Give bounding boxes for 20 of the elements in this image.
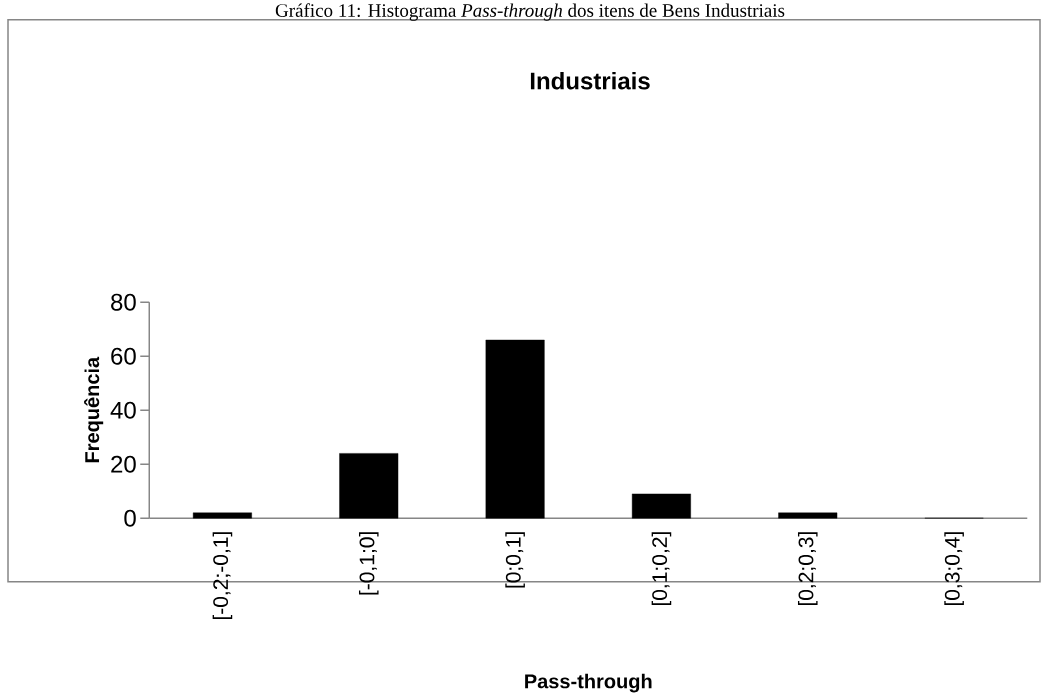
bar — [485, 339, 545, 519]
x-tick-label: [0;0,1] — [505, 532, 525, 588]
bar — [192, 512, 252, 519]
y-tick-label: 0 — [124, 509, 136, 527]
x-tick-label: [0,3;0,4] — [944, 532, 964, 606]
y-axis-title: Frequência — [84, 356, 104, 463]
x-tick-label: [-0,2;-0,1] — [212, 532, 233, 620]
y-tick-label: 80 — [111, 293, 136, 311]
text: Gráfico 11: Histograma Pass-through dos itens de Bens Industriais — [275, 3, 785, 21]
y-tick-label: 40 — [110, 401, 136, 419]
y-tick-label: 60 — [111, 347, 136, 365]
bar — [339, 453, 399, 519]
bar — [631, 493, 691, 519]
bar — [778, 512, 838, 519]
x-axis-title: Pass-through — [525, 673, 652, 693]
chart-title: Industriais — [530, 72, 650, 90]
y-tick-label: 20 — [111, 455, 136, 473]
x-tick-label: [0,1;0,2] — [651, 532, 672, 606]
x-tick-label: [-0,1;0] — [358, 532, 379, 595]
x-tick-label: [0,2;0,3] — [797, 532, 818, 606]
